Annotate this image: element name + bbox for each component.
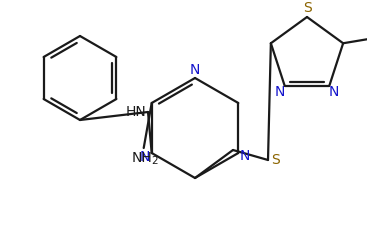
Text: S: S: [303, 1, 311, 15]
Text: N: N: [329, 85, 339, 99]
Text: NH: NH: [131, 151, 152, 165]
Text: N: N: [239, 149, 250, 164]
Text: N: N: [275, 85, 285, 99]
Text: HN: HN: [125, 105, 146, 119]
Text: 2: 2: [151, 156, 158, 166]
Text: S: S: [271, 153, 280, 167]
Text: N: N: [139, 150, 150, 164]
Text: N: N: [190, 63, 200, 77]
